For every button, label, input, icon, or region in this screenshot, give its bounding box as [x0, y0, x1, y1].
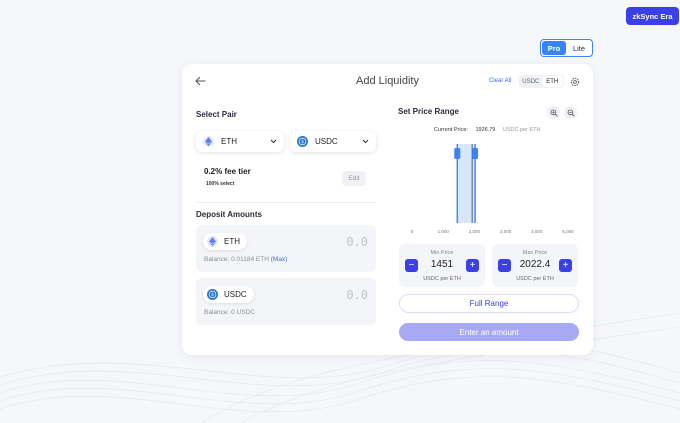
min-price-increase-button[interactable]: + [466, 259, 479, 272]
deposit-usdc-amount-input[interactable]: 0.0 [346, 288, 368, 302]
network-label: zkSync Era [632, 11, 673, 21]
background-waves [0, 312, 680, 423]
balance-label: Balance: 0 USDC [204, 309, 255, 316]
back-arrow-icon[interactable] [194, 76, 206, 86]
min-price-box: Min Price − 1451 + USDC per ETH [399, 244, 485, 287]
max-button[interactable]: (Max) [270, 256, 288, 263]
chevron-down-icon [362, 139, 369, 144]
x-tick-label: 4,000 [531, 229, 543, 234]
max-price-input[interactable]: 2022.4 [519, 259, 551, 270]
x-tick-label: 1,000 [438, 229, 450, 234]
deposit-amounts-title: Deposit Amounts [196, 210, 262, 219]
price-range-chart: 0 1,000 2,000 3,000 4,000 5,000 [411, 144, 574, 234]
max-price-box: Max Price − 2022.4 + USDC per ETH [492, 244, 578, 287]
zoom-out-icon[interactable] [564, 106, 577, 119]
deposit-eth-balance: Balance: 0.01184 ETH (Max) [204, 256, 287, 263]
svg-text:$: $ [211, 292, 214, 298]
deposit-token-symbol: USDC [224, 290, 247, 299]
current-price-row: Current Price: 1926.79 USDC per ETH [434, 127, 540, 133]
x-tick-label: 2,000 [469, 229, 481, 234]
network-button[interactable]: zkSync Era [626, 7, 679, 25]
current-price-label: Current Price: [434, 127, 468, 133]
token0-symbol: ETH [221, 137, 237, 146]
eth-icon [203, 136, 214, 147]
token1-symbol: USDC [315, 137, 338, 146]
x-tick-label: 0 [411, 229, 414, 234]
svg-text:$: $ [301, 139, 304, 145]
deposit-token-usdc: $ USDC [203, 286, 254, 303]
token0-select[interactable]: ETH [196, 131, 284, 152]
max-price-increase-button[interactable]: + [559, 259, 572, 272]
divider [196, 202, 376, 203]
min-range-handle[interactable] [454, 148, 461, 159]
fee-tier-select-percent: 100% select [206, 181, 235, 187]
page-title: Add Liquidity [356, 75, 419, 87]
mode-toggle: Pro Lite [540, 39, 593, 57]
clear-all-link[interactable]: Clear All [489, 78, 512, 84]
usdc-icon: $ [297, 136, 308, 147]
eth-icon [207, 236, 218, 247]
deposit-eth-panel: ETH 0.0 Balance: 0.01184 ETH (Max) [196, 225, 376, 272]
max-price-unit: USDC per ETH [516, 276, 554, 282]
current-price-unit: USDC per ETH [502, 127, 541, 133]
deposit-eth-amount-input[interactable]: 0.0 [346, 235, 368, 249]
min-price-input[interactable]: 1451 [430, 259, 454, 270]
current-price-value: 1926.79 [475, 127, 496, 133]
chevron-down-icon [270, 139, 277, 144]
edit-fee-button[interactable]: Edit [342, 171, 366, 186]
gear-icon[interactable] [570, 77, 580, 87]
token-switch-eth[interactable]: ETH [541, 76, 563, 87]
min-price-title: Min Price [430, 250, 454, 256]
token1-select[interactable]: $ USDC [290, 131, 376, 152]
full-range-button[interactable]: Full Range [399, 294, 579, 313]
max-range-handle[interactable] [472, 148, 479, 159]
deposit-usdc-balance: Balance: 0 USDC [204, 309, 255, 316]
usdc-icon: $ [207, 289, 218, 300]
add-liquidity-card: Add Liquidity Clear All USDC ETH Select … [182, 64, 593, 355]
min-price-decrease-button[interactable]: − [405, 259, 418, 272]
mode-pro-button[interactable]: Pro [542, 41, 566, 55]
balance-label: Balance: 0.01184 ETH [204, 256, 269, 263]
fee-tier-box: 0.2% fee tier 100% select [196, 161, 376, 201]
submit-button[interactable]: Enter an amount [399, 323, 579, 341]
max-price-decrease-button[interactable]: − [498, 259, 511, 272]
x-tick-label: 5,000 [562, 229, 574, 234]
min-price-unit: USDC per ETH [423, 276, 461, 282]
token-switch-usdc[interactable]: USDC [522, 78, 540, 85]
select-pair-title: Select Pair [196, 110, 237, 119]
deposit-usdc-panel: $ USDC 0.0 Balance: 0 USDC [196, 278, 376, 325]
deposit-token-eth: ETH [203, 233, 247, 250]
fee-tier-label: 0.2% fee tier [204, 167, 251, 176]
deposit-token-symbol: ETH [224, 237, 240, 246]
set-price-range-title: Set Price Range [398, 107, 459, 116]
max-price-title: Max Price [522, 250, 548, 256]
price-range-band [457, 144, 476, 223]
x-tick-label: 3,000 [500, 229, 512, 234]
mode-lite-button[interactable]: Lite [572, 43, 586, 53]
zoom-in-icon[interactable] [547, 106, 560, 119]
token-order-switch: USDC ETH [519, 75, 564, 88]
